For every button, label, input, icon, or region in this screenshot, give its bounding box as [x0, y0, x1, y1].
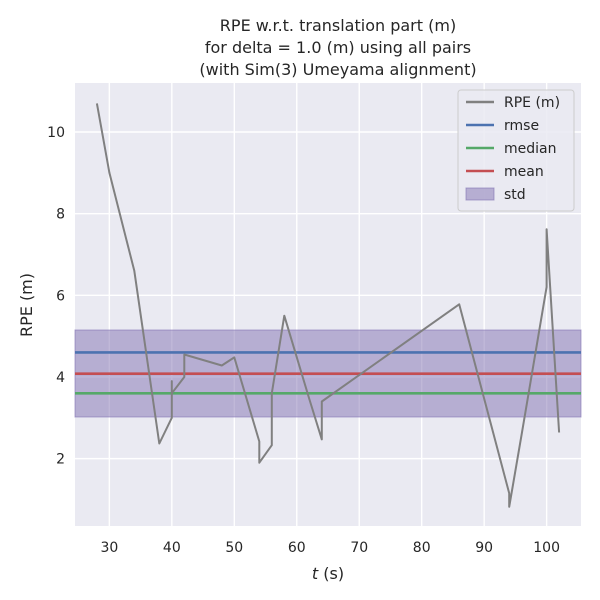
y-axis-label: RPE (m)	[17, 273, 36, 337]
legend-swatch-std	[465, 187, 495, 201]
x-tick-label-90: 90	[475, 540, 493, 556]
y-tick-label-10: 10	[47, 125, 65, 141]
series-line-0	[95, 103, 561, 508]
chart-title-line-3: (with Sim(3) Umeyama alignment)	[199, 60, 476, 79]
x-tick-label-30: 30	[100, 540, 118, 556]
x-tick-label-50: 50	[225, 540, 243, 556]
legend-label-std: std	[504, 187, 526, 203]
legend-label-mean: mean	[504, 164, 544, 180]
legend: RPE (m) rmse median mean std	[457, 89, 575, 212]
chart-title-line-2: for delta = 1.0 (m) using all pairs	[205, 38, 471, 57]
x-tick-label-70: 70	[350, 540, 368, 556]
x-tick-label-40: 40	[163, 540, 181, 556]
x-tick-label-60: 60	[288, 540, 306, 556]
x-axis-label: t (s)	[312, 564, 344, 583]
y-tick-label-4: 4	[56, 370, 65, 386]
legend-box	[457, 89, 575, 212]
y-ticks: 2 4 6 8 10	[47, 125, 65, 468]
x-tick-label-100: 100	[533, 540, 560, 556]
legend-label-rmse: rmse	[504, 118, 539, 134]
legend-label-rpe: RPE (m)	[504, 95, 560, 111]
stat-lines	[74, 329, 582, 418]
chart-title-line-1: RPE w.r.t. translation part (m)	[220, 16, 456, 35]
y-tick-label-6: 6	[56, 288, 65, 304]
legend-label-median: median	[504, 141, 556, 157]
x-tick-label-80: 80	[413, 540, 431, 556]
x-ticks: 30 40 50 60 70 80 90 100	[100, 540, 560, 556]
y-tick-label-8: 8	[56, 207, 65, 223]
y-tick-label-2: 2	[56, 452, 65, 468]
data-series	[95, 103, 561, 508]
